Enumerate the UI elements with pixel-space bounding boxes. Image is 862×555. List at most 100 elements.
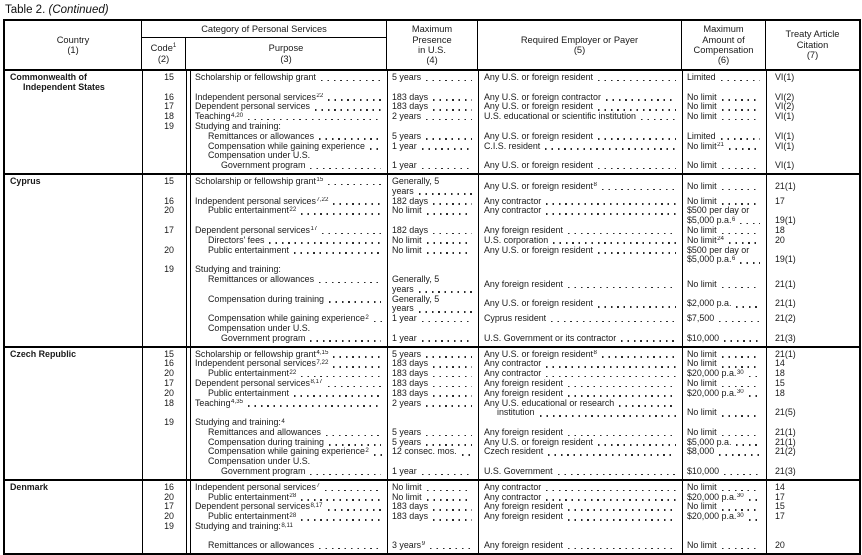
cell-code: 19 [142, 522, 186, 532]
cell-max-presence: Generally, 5 years [387, 177, 478, 197]
dot-leader [310, 340, 381, 343]
text-line: Independent personal services 22 [195, 93, 385, 103]
cell-employer-payer: Any U.S. or foreign resident [478, 73, 682, 93]
cell-code: 20 [142, 246, 186, 266]
dot-leader [426, 356, 472, 358]
dot-leader [314, 109, 381, 111]
cell-purpose: Public entertainment 22 [186, 369, 387, 379]
dot-leader [373, 320, 382, 323]
header-treaty-citation: Treaty Article Citation (7) [785, 29, 840, 61]
table-row: 20 Public entertainment No limit Any U.S. o… [5, 246, 859, 266]
text-line: institution [484, 408, 680, 418]
cell-purpose: Directors' fees [186, 236, 387, 246]
dot-leader [301, 518, 381, 521]
cell-max-presence: No limit [387, 246, 478, 266]
dot-leader [721, 203, 760, 205]
table-row: Remittances or allowances 3 years 9 Any for… [5, 541, 859, 551]
text-line: 183 days [392, 512, 476, 522]
text-line: Any U.S. or foreign resident [484, 132, 680, 142]
cell-employer-payer [478, 265, 682, 275]
cell-code: 17 [142, 226, 186, 236]
cell-purpose: Independent personal services 7,22 [186, 359, 387, 369]
cell-max-presence [387, 418, 478, 428]
cell-purpose: Compensation while gaining experience 2 [186, 314, 387, 324]
text-line: Any U.S. or foreign resident 8 [484, 350, 680, 360]
dot-leader [325, 434, 381, 437]
cell-country-name [5, 467, 142, 477]
cell-max-presence: No limit [387, 493, 478, 503]
footnote-superscript: 6 [731, 255, 736, 262]
dot-leader [418, 291, 472, 294]
text-line: Any contractor [484, 206, 680, 216]
cell-employer-payer: Any contractor [478, 493, 682, 503]
cell-code [142, 447, 186, 457]
dot-leader [721, 109, 760, 111]
text-line: Public entertainment [195, 389, 385, 399]
text-line: $20,000 p.a. 30 [687, 369, 764, 379]
cell-max-compensation [682, 522, 766, 532]
cell-employer-payer: Any contractor [478, 483, 682, 493]
cell-purpose: Teaching 4,35 [186, 399, 387, 419]
dot-leader [269, 242, 381, 245]
text-line: Any foreign resident [484, 226, 680, 236]
table-row: Remittances or allowances Generally, 5 yea… [5, 275, 859, 295]
cell-country-name [5, 502, 142, 512]
table-row: 19 Studying and training: [5, 265, 859, 275]
cell-country-name [5, 226, 142, 236]
dot-leader [546, 375, 676, 378]
dot-leader [720, 138, 760, 141]
text-line: Czech Republic [10, 349, 77, 359]
cell-max-presence [387, 324, 478, 334]
cell-purpose: Scholarship or fellowship grant [186, 73, 387, 93]
dot-leader [421, 167, 472, 170]
dot-leader [567, 434, 676, 437]
text-line: 19(1) [775, 255, 796, 265]
cell-max-presence: Generally, 5 years [387, 295, 478, 315]
dot-leader [293, 395, 381, 397]
dot-leader [333, 356, 381, 358]
cell-purpose: Compensation under U.S. [186, 457, 387, 467]
table-row: 16 Independent personal services 7,22 182 d… [5, 197, 859, 207]
text-line: 16 [164, 196, 174, 206]
dot-leader [430, 547, 472, 550]
cell-treaty-citation: 20 [766, 236, 859, 246]
text-line: 18 [775, 225, 785, 235]
header-category-subrow: Code1 (2) Purpose (3) [142, 38, 386, 69]
cell-purpose: Compensation while gaining experience 2 [186, 447, 387, 457]
text-line: No limit [392, 493, 476, 503]
dot-leader [567, 518, 676, 521]
dot-leader [621, 340, 676, 343]
text-line: Cyprus [10, 176, 41, 186]
footnote-superscript: 8,17 [310, 502, 323, 509]
cell-treaty-citation: VI(1) [766, 161, 859, 171]
cell-purpose: Remittances and allowances [186, 428, 387, 438]
text-line: Any U.S. educational or research [484, 399, 680, 409]
cell-treaty-citation: 14 [766, 483, 859, 493]
cell-purpose: Independent personal services 22 [186, 93, 387, 103]
cell-max-compensation: $2,000 p.a. [682, 295, 766, 315]
footnote-superscript: 24 [717, 235, 724, 243]
text-line: VI(2) [775, 102, 795, 112]
text-line: 14 [775, 482, 785, 492]
cell-country-name [5, 389, 142, 399]
text-line: $20,000 p.a. 30 [687, 512, 764, 522]
header-country-num: (1) [67, 45, 79, 55]
cell-country-name [5, 369, 142, 379]
cell-country-name [5, 295, 142, 315]
cell-employer-payer: Any U.S. or foreign resident [478, 132, 682, 142]
dot-leader [748, 518, 760, 521]
dot-leader [551, 320, 676, 323]
cell-treaty-citation: VI(1) [766, 132, 859, 142]
text-line: Studying and training: 8,11 [195, 522, 293, 532]
cell-max-compensation [682, 122, 766, 132]
cell-code: 19 [142, 418, 186, 428]
cell-max-presence: No limit [387, 236, 478, 246]
dot-leader [728, 148, 760, 150]
dot-leader [728, 242, 760, 245]
text-line: No limit [687, 541, 764, 551]
text-line: Compensation during training [195, 438, 385, 448]
text-line: Dependent personal services 8,17 [195, 502, 385, 512]
cell-max-compensation: No limit 24 [682, 236, 766, 246]
cell-treaty-citation: 17 [766, 512, 859, 522]
text-line: Denmark [10, 482, 48, 492]
